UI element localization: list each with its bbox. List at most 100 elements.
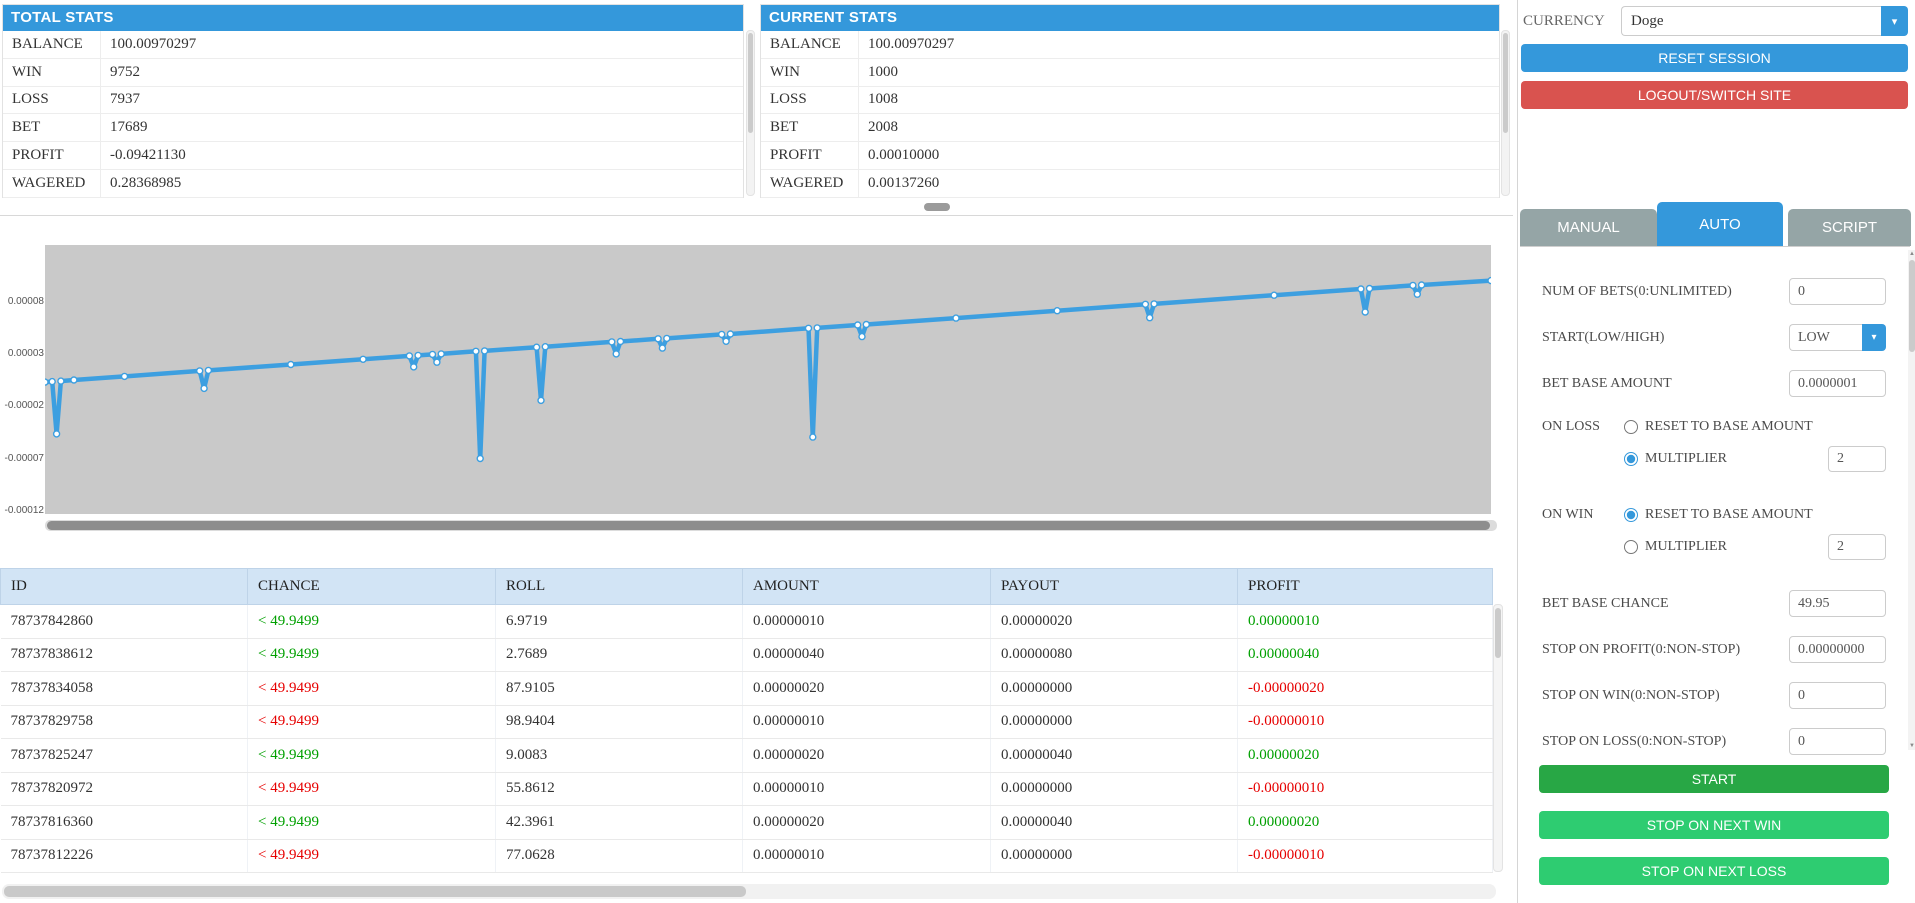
bet-marker: [437, 350, 445, 358]
num-bets-input[interactable]: [1789, 278, 1886, 305]
start-mode-value: LOW: [1789, 324, 1862, 351]
bet-marker: [718, 330, 726, 339]
current-stats-scrollbar[interactable]: [1501, 30, 1510, 196]
cell-chance: < 49.9499: [247, 839, 496, 873]
bet-marker: [70, 376, 78, 384]
scroll-up-icon[interactable]: ▲: [1909, 251, 1915, 257]
stop-win-label: STOP ON WIN(0:NON-STOP): [1542, 687, 1720, 703]
on-loss-multiplier-radio[interactable]: [1624, 452, 1638, 466]
cell-id: 78737834058: [0, 671, 248, 706]
tab-auto[interactable]: AUTO: [1657, 202, 1783, 246]
cell-payout: 0.00000000: [990, 839, 1238, 873]
scrollbar-thumb[interactable]: [748, 33, 753, 133]
chart-horizontal-scrollbar[interactable]: [45, 520, 1497, 531]
stop-loss-input[interactable]: [1789, 728, 1886, 755]
bet-marker: [1361, 308, 1369, 316]
stats-horizontal-scrollbar-thumb[interactable]: [924, 203, 950, 211]
scroll-down-icon[interactable]: ▼: [1909, 743, 1915, 749]
stat-label: WAGERED: [3, 169, 101, 197]
on-loss-reset-option: RESET TO BASE AMOUNT: [1624, 414, 1886, 440]
cell-id: 78737812226: [0, 839, 248, 873]
tab-manual[interactable]: MANUAL: [1520, 209, 1657, 246]
on-win-multiplier-radio[interactable]: [1624, 540, 1638, 554]
bet-marker: [48, 377, 56, 386]
scrollbar-thumb[interactable]: [1495, 608, 1501, 658]
logout-switch-site-button[interactable]: LOGOUT/SWITCH SITE: [1521, 81, 1908, 109]
currency-dropdown-button[interactable]: ▾: [1881, 6, 1908, 36]
bet-marker: [359, 355, 367, 364]
bet-marker: [195, 367, 204, 375]
scrollbar-thumb[interactable]: [4, 886, 746, 897]
stat-label: BALANCE: [761, 31, 859, 58]
stop-next-win-button[interactable]: STOP ON NEXT WIN: [1539, 811, 1889, 839]
stat-row: WIN 9752: [3, 58, 743, 87]
tab-script[interactable]: SCRIPT: [1788, 209, 1911, 246]
scrollbar-thumb[interactable]: [1909, 260, 1915, 352]
bet-marker: [204, 366, 213, 375]
current-stats-rows: BALANCE 100.00970297 WIN 1000 LOSS 1008 BET 200…: [761, 31, 1499, 198]
reset-session-button[interactable]: RESET SESSION: [1521, 44, 1908, 72]
stop-next-loss-button[interactable]: STOP ON NEXT LOSS: [1539, 857, 1889, 885]
stat-label: BALANCE: [3, 31, 101, 58]
scrollbar-thumb[interactable]: [1503, 33, 1508, 133]
cell-id: 78737838612: [0, 638, 248, 672]
bet-marker: [722, 337, 730, 346]
cell-amount: 0.00000020: [742, 671, 991, 706]
stat-row: WAGERED 0.28368985: [3, 169, 743, 198]
on-loss-label: ON LOSS: [1542, 419, 1600, 434]
start-mode-select[interactable]: LOW ▾: [1789, 324, 1886, 351]
on-win-multiplier-text: MULTIPLIER: [1645, 539, 1727, 554]
stat-value: 100.00970297: [110, 35, 197, 52]
bet-marker: [57, 377, 65, 385]
cell-payout: 0.00000040: [990, 738, 1238, 773]
on-win-multiplier-input[interactable]: [1828, 534, 1886, 560]
cell-chance: < 49.9499: [247, 738, 496, 773]
total-stats-rows: BALANCE 100.00970297 WIN 9752 LOSS 7937 BET 176…: [3, 31, 743, 198]
bet-base-chance-input[interactable]: [1789, 590, 1886, 617]
currency-input[interactable]: [1621, 6, 1881, 36]
on-loss-reset-radio[interactable]: [1624, 420, 1638, 434]
bet-marker: [541, 342, 549, 351]
on-win-reset-radio-label[interactable]: RESET TO BASE AMOUNT: [1624, 507, 1813, 523]
bet-marker: [120, 372, 129, 381]
right-panel: CURRENCY ▾ RESET SESSION LOGOUT/SWITCH S…: [1517, 0, 1915, 903]
cell-roll: 6.9719: [495, 604, 743, 639]
bet-marker: [405, 352, 414, 360]
cell-roll: 98.9404: [495, 705, 743, 739]
table-horizontal-scrollbar[interactable]: [2, 884, 1496, 899]
on-loss-reset-radio-label[interactable]: RESET TO BASE AMOUNT: [1624, 419, 1813, 435]
bet-marker: [658, 344, 667, 352]
table-row: 78737816360 < 49.9499 42.3961 0.00000020 0.0…: [0, 805, 1493, 840]
on-loss-multiplier-radio-label[interactable]: MULTIPLIER: [1624, 451, 1727, 467]
on-win-multiplier-radio-label[interactable]: MULTIPLIER: [1624, 539, 1727, 555]
on-win-reset-radio[interactable]: [1624, 508, 1638, 522]
stop-profit-input[interactable]: [1789, 636, 1886, 663]
on-win-multiplier-option: MULTIPLIER: [1624, 534, 1886, 560]
profit-chart-section: 0.00008 0.00003 -0.00002 -0.00007 -0.00012: [0, 215, 1513, 548]
bet-marker: [45, 378, 49, 386]
cell-profit: -0.00000020: [1237, 671, 1493, 706]
table-row: 78737838612 < 49.9499 2.7689 0.00000040 0.00…: [0, 638, 1493, 672]
panel-vertical-scrollbar[interactable]: ▲ ▼: [1908, 250, 1915, 750]
total-stats-scrollbar[interactable]: [746, 30, 755, 196]
stat-value: 17689: [110, 119, 148, 136]
cell-profit: -0.00000010: [1237, 839, 1493, 873]
bet-base-amount-input[interactable]: [1789, 370, 1886, 397]
table-vertical-scrollbar[interactable]: [1493, 604, 1503, 872]
stat-row: WAGERED 0.00137260: [761, 169, 1499, 198]
stop-win-input[interactable]: [1789, 682, 1886, 709]
bet-marker: [287, 360, 295, 369]
scrollbar-thumb[interactable]: [47, 521, 1490, 530]
stat-row: BET 2008: [761, 114, 1499, 143]
start-button[interactable]: START: [1539, 765, 1889, 793]
bet-marker: [532, 343, 541, 351]
stop-loss-label: STOP ON LOSS(0:NON-STOP): [1542, 733, 1727, 749]
stat-value: 7937: [110, 91, 140, 108]
start-mode-dropdown-button[interactable]: ▾: [1862, 324, 1886, 351]
on-win-reset-option: RESET TO BASE AMOUNT: [1624, 502, 1886, 528]
col-header-id: ID: [0, 568, 248, 605]
stop-win-row: STOP ON WIN(0:NON-STOP): [1542, 682, 1886, 709]
stat-value: 0.28368985: [110, 174, 182, 191]
on-loss-multiplier-input[interactable]: [1828, 446, 1886, 472]
cell-profit: -0.00000010: [1237, 705, 1493, 739]
